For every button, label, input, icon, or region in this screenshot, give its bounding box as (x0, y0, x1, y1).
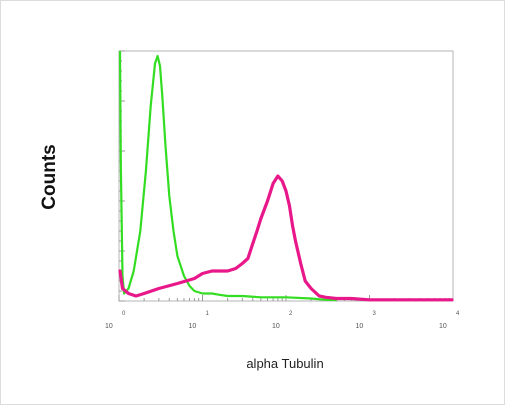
x-tick-label-base: 10 (439, 323, 447, 330)
x-tick-label-base: 10 (356, 323, 364, 330)
x-tick-label-exponent: 1 (206, 311, 210, 317)
x-tick-label-exponent: 0 (122, 311, 126, 317)
x-tick-label-base: 10 (272, 323, 280, 330)
y-axis-label: Counts (39, 144, 60, 209)
series-layer (118, 50, 454, 302)
series-line-2 (118, 174, 454, 302)
plot-area (118, 50, 454, 302)
x-tick-label-exponent: 2 (289, 311, 293, 317)
x-axis-tick-labels: 10 0 10 1 10 2 10 3 10 4 (105, 311, 460, 330)
x-tick-label-exponent: 3 (373, 311, 377, 317)
series-line-1 (118, 50, 338, 302)
x-tick-label-base: 10 (105, 323, 113, 330)
x-tick-label-exponent: 4 (456, 311, 460, 317)
x-axis-label: alpha Tubulin (246, 356, 323, 371)
x-tick-label-base: 10 (189, 323, 197, 330)
